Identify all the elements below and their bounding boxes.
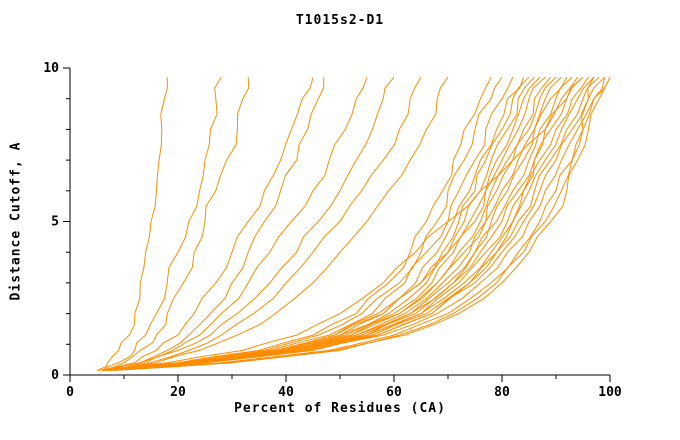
chart-title: T1015s2-D1 [295, 13, 385, 28]
x-tick-label: 0 [66, 385, 74, 400]
model-curve [107, 76, 541, 371]
y-tick-label: 10 [43, 61, 59, 76]
model-curve [113, 76, 395, 371]
y-axis-label: Distance Cutoff, A [8, 141, 24, 301]
x-tick-label: 60 [386, 385, 402, 400]
model-curve [113, 76, 611, 371]
model-curve [102, 76, 589, 371]
model-curve [102, 76, 492, 371]
model-curve [96, 76, 584, 371]
y-tick-label: 5 [51, 215, 59, 230]
model-curve [113, 76, 422, 371]
model-curve [102, 76, 568, 371]
model-curve [102, 76, 503, 371]
model-curve [107, 76, 562, 371]
model-curve [107, 76, 530, 371]
model-curve [113, 77, 606, 371]
model-curve [107, 76, 551, 371]
model-curve [107, 76, 605, 371]
x-tick-label: 100 [598, 385, 622, 400]
model-curve [107, 77, 314, 371]
x-tick-label: 20 [170, 385, 186, 400]
model-curve [107, 76, 573, 371]
x-axis-label: Percent of Residues (CA) [234, 401, 446, 416]
x-tick-label: 80 [494, 385, 510, 400]
model-curve [107, 76, 514, 371]
x-tick-label: 40 [278, 385, 294, 400]
model-curve [107, 77, 368, 371]
model-curve [96, 77, 168, 371]
model-curve [113, 76, 595, 371]
model-curve [102, 76, 611, 371]
model-curve [113, 77, 325, 371]
model-curve [102, 76, 222, 371]
model-curve [102, 77, 250, 371]
model-curve [113, 76, 449, 371]
y-tick-label: 0 [51, 368, 59, 383]
